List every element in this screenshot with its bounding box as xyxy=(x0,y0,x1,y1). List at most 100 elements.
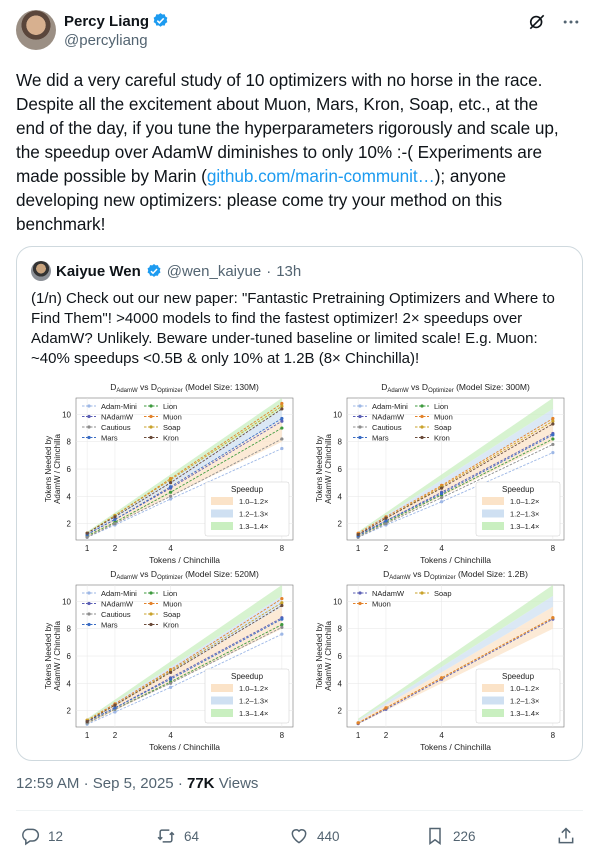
y-tick-label: 2 xyxy=(67,707,72,716)
data-point-lion xyxy=(280,426,284,430)
views-label: Views xyxy=(218,775,259,792)
more-icon[interactable] xyxy=(561,12,581,32)
speedup-label-2: 1.2–1.3× xyxy=(239,697,268,706)
data-point-mars xyxy=(384,519,388,523)
y-tick-label: 6 xyxy=(338,652,343,661)
legend-label-cautious: Cautious xyxy=(101,423,131,432)
quoted-tweet[interactable]: Kaiyue Wen @wen_kaiyue · 13h (1/n) Check… xyxy=(16,246,583,761)
y-tick-label: 6 xyxy=(67,652,72,661)
date-text: Sep 5, 2025 xyxy=(92,775,174,792)
series-line-mars xyxy=(86,618,283,722)
x-tick-label: 2 xyxy=(113,544,118,553)
action-bar: 12 64 440 226 xyxy=(16,822,583,852)
y-tick-label: 2 xyxy=(338,707,343,716)
like-button[interactable]: 440 xyxy=(289,826,340,846)
y-tick-label: 4 xyxy=(67,492,72,501)
share-button[interactable] xyxy=(556,826,576,846)
tweet-line: benchmark! xyxy=(16,214,106,234)
speedup-swatch-3 xyxy=(211,522,233,530)
speedup-label-2: 1.2–1.3× xyxy=(510,510,539,519)
x-tick-label: 4 xyxy=(439,544,444,553)
data-point-cautious xyxy=(384,522,388,526)
quote-timestamp[interactable]: 13h xyxy=(276,262,302,280)
speedup-swatch-2 xyxy=(482,509,504,518)
author-handle[interactable]: @percyliang xyxy=(64,32,148,49)
speedup-swatch-1 xyxy=(211,497,233,505)
speedup-swatch-3 xyxy=(482,522,504,530)
legend-marker-lion xyxy=(149,404,153,408)
data-point-muon xyxy=(384,706,388,710)
chart-svg-0: DAdamW vs DOptimizer (Model Size: 130M) 2… xyxy=(44,382,294,565)
quote-author-handle[interactable]: @wen_kaiyue xyxy=(166,262,262,280)
chart-svg-2: DAdamW vs DOptimizer (Model Size: 520M) 2… xyxy=(44,569,294,752)
tweet-timestamp[interactable]: 12:59 AM · Sep 5, 2025 · 77K Views xyxy=(16,775,258,792)
speedup-label-2: 1.2–1.3× xyxy=(239,510,268,519)
data-point-kron xyxy=(280,603,284,608)
series-line-mars xyxy=(357,434,554,537)
y-tick-label: 8 xyxy=(67,438,72,447)
data-point-kron xyxy=(85,719,89,724)
series-line-lion xyxy=(357,438,554,537)
data-point-kron xyxy=(168,670,173,674)
data-point-cautious xyxy=(280,625,284,629)
reply-button[interactable]: 12 xyxy=(20,826,63,846)
quote-author-name[interactable]: Kaiyue Wen xyxy=(56,262,141,280)
data-point-mars xyxy=(551,433,555,437)
x-tick-label: 8 xyxy=(551,731,556,740)
legend-marker-adam-mini xyxy=(358,404,362,408)
data-point-muon xyxy=(439,676,444,680)
chart-panel-1-2b: DAdamW vs DOptimizer (Model Size: 1.2B) 2… xyxy=(302,567,572,757)
series-line-lion xyxy=(86,624,283,724)
x-axis-label: Tokens / Chinchilla xyxy=(420,742,491,752)
data-point-kron xyxy=(85,531,89,535)
legend-marker-mars xyxy=(87,622,91,627)
views-count: 77K xyxy=(186,775,215,792)
data-point-lion xyxy=(280,622,284,627)
legend-label-kron: Kron xyxy=(434,434,450,443)
series-line-cautious xyxy=(86,438,283,538)
data-point-soap xyxy=(551,419,555,423)
grok-icon[interactable] xyxy=(527,12,547,32)
speedup-swatch-3 xyxy=(211,709,233,717)
y-tick-label: 4 xyxy=(338,492,343,501)
chart-title: DAdamW vs DOptimizer (Model Size: 130M) xyxy=(110,382,259,394)
data-point-nadamw xyxy=(280,419,284,423)
speedup-legend-title: Speedup xyxy=(502,672,535,681)
series-line-nadamw xyxy=(357,618,554,725)
tweet-line: developing new optimizers: please come t… xyxy=(16,190,503,210)
github-link[interactable]: github.com/marin-communit… xyxy=(206,166,435,186)
legend-marker-muon xyxy=(358,601,362,606)
legend-label-cautious: Cautious xyxy=(372,423,402,432)
legend-marker-muon xyxy=(149,601,153,606)
x-axis-label: Tokens / Chinchilla xyxy=(149,555,220,565)
speedup-label-1: 1.0–1.2× xyxy=(510,684,539,693)
author-name-text[interactable]: Percy Liang xyxy=(64,13,150,30)
x-tick-label: 1 xyxy=(85,731,90,740)
legend-label-mars: Mars xyxy=(101,621,118,630)
series-line-mars xyxy=(86,418,283,535)
data-point-muon xyxy=(280,597,284,601)
legend-label-nadamw: NAdamW xyxy=(101,600,134,609)
quote-avatar[interactable] xyxy=(31,261,51,281)
author-name[interactable]: Percy Liang xyxy=(64,12,169,30)
chart-title: DAdamW vs DOptimizer (Model Size: 1.2B) xyxy=(383,569,528,581)
chart-title: DAdamW vs DOptimizer (Model Size: 300M) xyxy=(381,382,530,394)
speedup-swatch-2 xyxy=(482,696,504,705)
tweet-line: We did a very careful study of 10 optimi… xyxy=(16,70,543,90)
like-count: 440 xyxy=(317,828,340,844)
data-point-cautious xyxy=(551,442,555,447)
y-axis-label: Tokens Needed byAdamW / Chinchilla xyxy=(44,434,62,504)
bookmark-button[interactable]: 226 xyxy=(425,826,476,846)
x-tick-label: 8 xyxy=(551,544,556,553)
data-point-lion xyxy=(168,490,173,494)
bookmark-count: 226 xyxy=(453,828,476,844)
series-line-adam-mini xyxy=(86,633,283,725)
repost-count: 64 xyxy=(184,828,200,844)
y-tick-label: 10 xyxy=(333,410,342,419)
avatar[interactable] xyxy=(16,10,56,50)
legend-marker-mars xyxy=(358,435,362,440)
legend-marker-kron xyxy=(420,435,424,440)
legend-label-mars: Mars xyxy=(101,434,118,443)
legend-label-nadamw: NAdamW xyxy=(372,413,405,422)
repost-button[interactable]: 64 xyxy=(156,826,199,846)
